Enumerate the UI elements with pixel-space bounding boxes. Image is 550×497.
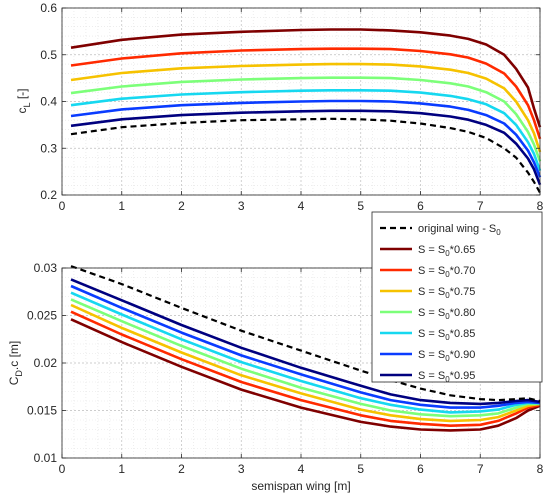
cl-line-s070 [70, 47, 542, 140]
cl-line-s065 [70, 28, 542, 128]
cd-line-s075 [70, 303, 541, 423]
legend-label-s095: S = S0*0.95 [418, 370, 475, 384]
cl-line-s075 [70, 62, 542, 153]
legend-entry-s085: S = S0*0.85 [380, 328, 475, 342]
cl-line-s095 [70, 109, 542, 186]
legend-entry-s070: S = S0*0.70 [380, 265, 475, 279]
cd-panel: 0 1 2 3 4 5 6 7 8 0.01 0.015 0.02 0.025 0.03 CD.c [m… [7, 261, 544, 493]
cd-line-s085 [70, 291, 540, 414]
cl-line-orig [70, 117, 541, 194]
cd-y-axis-label: CD.c [m] [7, 341, 24, 386]
cd-line-s095 [70, 278, 541, 406]
legend-label-s075: S = S0*0.75 [418, 286, 475, 300]
cl-x-tick-label: 2 [178, 199, 185, 213]
cd-y-tick-label: 0.015 [27, 404, 57, 418]
cl-x-tick-label: 7 [477, 199, 484, 213]
cl-y-tick-label: 0.4 [40, 95, 57, 109]
cl-x-tick-label: 3 [238, 199, 245, 213]
legend-label-s080: S = S0*0.80 [418, 307, 475, 321]
cl-x-tick-label: 6 [417, 199, 424, 213]
cl-x-ticks: 0 1 2 3 4 5 6 7 8 [59, 8, 544, 213]
legend-label-s070: S = S0*0.70 [418, 265, 475, 279]
cd-line-s080 [70, 298, 540, 418]
cl-y-tick-label: 0.3 [40, 141, 57, 155]
cl-x-tick-label: 0 [59, 199, 66, 213]
legend-label-s090: S = S0*0.90 [418, 349, 475, 363]
cl-y-axis-label: cL [-] [15, 88, 32, 113]
cl-line-s085 [70, 89, 542, 172]
cd-x-ticks: 0 1 2 3 4 5 6 7 8 [59, 268, 544, 476]
cd-line-s090 [70, 284, 541, 409]
cl-y-tick-label: 0.6 [40, 1, 57, 15]
legend-label-orig: original wing - S0 [418, 223, 501, 237]
cd-y-tick-label: 0.025 [27, 309, 57, 323]
cd-x-tick-label: 3 [238, 462, 245, 476]
cd-y-tick-label: 0.02 [34, 356, 58, 370]
legend: original wing - S0 S = S0*0.65 S = S0*0.70… [371, 211, 543, 384]
cd-x-tick-label: 0 [59, 462, 66, 476]
cl-y-tick-label: 0.2 [40, 188, 57, 202]
legend-entry-s095: S = S0*0.95 [380, 370, 475, 384]
cd-x-tick-label: 1 [118, 462, 125, 476]
legend-label-s065: S = S0*0.65 [418, 244, 475, 258]
cl-x-tick-label: 1 [118, 199, 125, 213]
legend-entry-orig: original wing - S0 [380, 223, 501, 237]
cl-y-ticks: 0.2 0.3 0.4 0.5 0.6 [40, 1, 540, 202]
cl-panel: 0 1 2 3 4 5 6 7 8 0.2 0.3 0.4 0.5 0.6 cL [-] [15, 1, 544, 213]
cd-line-s065 [70, 318, 541, 432]
cd-x-tick-label: 8 [537, 462, 544, 476]
legend-label-s085: S = S0*0.85 [418, 328, 475, 342]
cd-x-tick-label: 2 [178, 462, 185, 476]
cd-y-tick-label: 0.01 [34, 451, 58, 465]
cd-y-ticks: 0.01 0.015 0.02 0.025 0.03 [27, 261, 540, 465]
legend-entry-s080: S = S0*0.80 [380, 307, 475, 321]
cl-line-s090 [70, 99, 542, 178]
cd-x-tick-label: 4 [298, 462, 305, 476]
cl-line-s080 [70, 76, 542, 162]
cd-x-tick-label: 7 [477, 462, 484, 476]
cl-y-tick-label: 0.5 [40, 48, 57, 62]
legend-entry-s075: S = S0*0.75 [380, 286, 475, 300]
cl-series-lines [70, 28, 542, 194]
cd-series-lines [70, 265, 541, 432]
cl-x-tick-label: 4 [298, 199, 305, 213]
cd-y-tick-label: 0.03 [34, 261, 58, 275]
cd-line-s070 [70, 310, 541, 428]
cd-x-tick-label: 5 [357, 462, 364, 476]
cl-x-tick-label: 5 [357, 199, 364, 213]
cl-x-tick-label: 8 [537, 199, 544, 213]
legend-entry-s090: S = S0*0.90 [380, 349, 475, 363]
cd-x-tick-label: 6 [417, 462, 424, 476]
cd-line-orig [70, 265, 541, 403]
cd-x-axis-label: semispan wing [m] [251, 479, 350, 493]
legend-entry-s065: S = S0*0.65 [380, 244, 475, 258]
